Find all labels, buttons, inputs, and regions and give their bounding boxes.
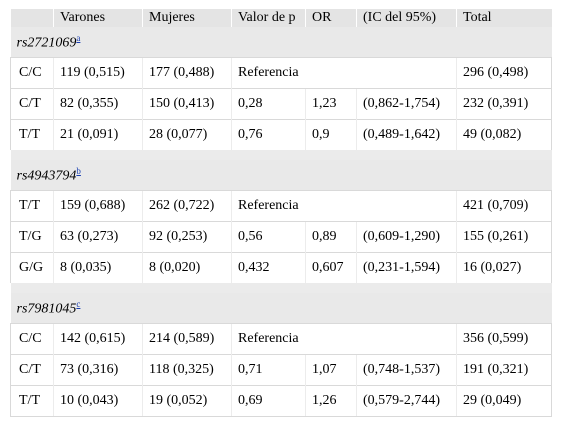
snp-name: rs4943794	[16, 168, 77, 184]
reference-cell: Referencia	[231, 57, 457, 89]
table-row: C/T 82 (0,355) 150 (0,413) 0,28 1,23 (0,862-1…	[10, 88, 552, 120]
column-header: (IC del 95%)	[356, 9, 457, 27]
or-cell: 0,9	[305, 119, 357, 150]
varones-cell: 119 (0,515)	[53, 57, 143, 89]
mujeres-cell: 150 (0,413)	[142, 88, 232, 120]
varones-cell: 159 (0,688)	[53, 190, 143, 222]
separator-cell	[10, 150, 552, 160]
column-header: Valor de p	[231, 9, 306, 27]
reference-cell: Referencia	[231, 190, 457, 222]
p-value-cell: 0,432	[231, 252, 306, 283]
total-cell: 29 (0,049)	[456, 385, 552, 417]
table-row: T/T 21 (0,091) 28 (0,077) 0,76 0,9 (0,489-1,6…	[10, 119, 552, 150]
header-row: Varones Mujeres Valor de p OR (IC del 95%) To…	[10, 9, 552, 27]
table-row: T/G 63 (0,273) 92 (0,253) 0,56 0,89 (0,609-1,…	[10, 221, 552, 253]
p-value-cell: 0,28	[231, 88, 306, 120]
column-header	[10, 9, 54, 27]
column-header: Mujeres	[142, 9, 232, 27]
table-row: T/T 10 (0,043) 19 (0,052) 0,69 1,26 (0,579-2,…	[10, 385, 552, 417]
mujeres-cell: 8 (0,020)	[142, 252, 232, 283]
group-separator	[10, 150, 552, 160]
mujeres-cell: 262 (0,722)	[142, 190, 232, 222]
ci-cell: (0,609-1,290)	[356, 221, 457, 253]
genotype-cell: C/T	[10, 88, 54, 120]
snp-name: rs2721069	[16, 35, 77, 51]
table-row: C/C 119 (0,515) 177 (0,488) Referencia 296 (…	[10, 57, 552, 89]
snp-cell: rs2721069a	[10, 27, 552, 58]
table-row: G/G 8 (0,035) 8 (0,020) 0,432 0,607 (0,231-1,…	[10, 252, 552, 283]
table-row: C/C 142 (0,615) 214 (0,589) Referencia 356 (…	[10, 323, 552, 355]
varones-cell: 8 (0,035)	[53, 252, 143, 283]
total-cell: 232 (0,391)	[456, 88, 552, 120]
table-row: T/T 159 (0,688) 262 (0,722) Referencia 421 (…	[10, 190, 552, 222]
varones-cell: 82 (0,355)	[53, 88, 143, 120]
footnote-link[interactable]: c	[76, 298, 81, 309]
or-cell: 1,26	[305, 385, 357, 417]
column-header: Varones	[53, 9, 143, 27]
genotype-cell: G/G	[10, 252, 54, 283]
table-row: C/T 73 (0,316) 118 (0,325) 0,71 1,07 (0,748-1…	[10, 354, 552, 386]
snp-cell: rs7981045c	[10, 293, 552, 324]
ci-cell: (0,862-1,754)	[356, 88, 457, 120]
mujeres-cell: 92 (0,253)	[142, 221, 232, 253]
column-header: OR	[305, 9, 357, 27]
snp-row: rs4943794b	[10, 160, 552, 191]
or-cell: 0,607	[305, 252, 357, 283]
ci-cell: (0,579-2,744)	[356, 385, 457, 417]
total-cell: 191 (0,321)	[456, 354, 552, 386]
mujeres-cell: 118 (0,325)	[142, 354, 232, 386]
mujeres-cell: 19 (0,052)	[142, 385, 232, 417]
genotype-cell: T/T	[10, 190, 54, 222]
separator-cell	[10, 283, 552, 293]
snp-row: rs7981045c	[10, 293, 552, 324]
genotype-cell: C/C	[10, 57, 54, 89]
mujeres-cell: 177 (0,488)	[142, 57, 232, 89]
genotype-cell: C/T	[10, 354, 54, 386]
or-cell: 0,89	[305, 221, 357, 253]
p-value-cell: 0,56	[231, 221, 306, 253]
or-cell: 1,07	[305, 354, 357, 386]
genotype-table: Varones Mujeres Valor de p OR (IC del 95%) To…	[10, 9, 552, 417]
total-cell: 16 (0,027)	[456, 252, 552, 283]
total-cell: 356 (0,599)	[456, 323, 552, 355]
p-value-cell: 0,69	[231, 385, 306, 417]
varones-cell: 142 (0,615)	[53, 323, 143, 355]
varones-cell: 63 (0,273)	[53, 221, 143, 253]
footnote-link[interactable]: a	[76, 32, 81, 43]
total-cell: 155 (0,261)	[456, 221, 552, 253]
p-value-cell: 0,76	[231, 119, 306, 150]
or-cell: 1,23	[305, 88, 357, 120]
total-cell: 49 (0,082)	[456, 119, 552, 150]
snp-cell: rs4943794b	[10, 160, 552, 191]
group-separator	[10, 283, 552, 293]
p-value-cell: 0,71	[231, 354, 306, 386]
footnote-link[interactable]: b	[76, 165, 81, 176]
genotype-cell: T/G	[10, 221, 54, 253]
column-header: Total	[456, 9, 552, 27]
varones-cell: 21 (0,091)	[53, 119, 143, 150]
mujeres-cell: 28 (0,077)	[142, 119, 232, 150]
snp-row: rs2721069a	[10, 27, 552, 58]
total-cell: 296 (0,498)	[456, 57, 552, 89]
genotype-cell: C/C	[10, 323, 54, 355]
snp-name: rs7981045	[16, 301, 77, 317]
genotype-cell: T/T	[10, 119, 54, 150]
varones-cell: 73 (0,316)	[53, 354, 143, 386]
ci-cell: (0,231-1,594)	[356, 252, 457, 283]
genotype-cell: T/T	[10, 385, 54, 417]
ci-cell: (0,489-1,642)	[356, 119, 457, 150]
varones-cell: 10 (0,043)	[53, 385, 143, 417]
mujeres-cell: 214 (0,589)	[142, 323, 232, 355]
reference-cell: Referencia	[231, 323, 457, 355]
ci-cell: (0,748-1,537)	[356, 354, 457, 386]
total-cell: 421 (0,709)	[456, 190, 552, 222]
